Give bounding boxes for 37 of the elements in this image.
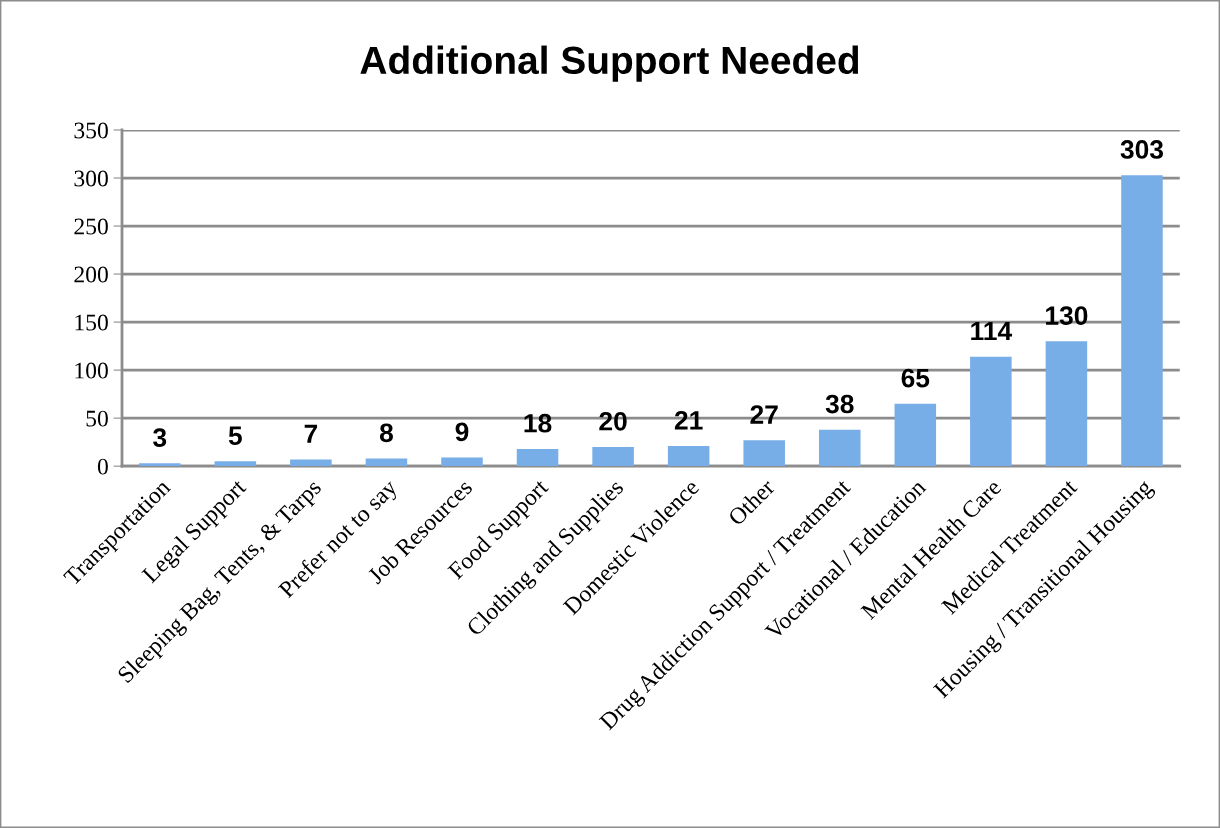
data-label: 20 xyxy=(599,411,627,431)
data-label: 18 xyxy=(524,413,552,433)
data-label: 27 xyxy=(750,405,778,424)
bar xyxy=(970,356,1012,467)
bar xyxy=(592,446,634,467)
y-tick-label: 50 xyxy=(86,410,108,427)
bar xyxy=(214,461,257,467)
data-label: 8 xyxy=(379,423,393,443)
bar xyxy=(1045,341,1088,467)
chart-title: Additional Support Needed xyxy=(360,45,859,82)
bar xyxy=(365,458,408,467)
y-tick-label: 250 xyxy=(74,218,108,235)
data-label: 5 xyxy=(228,426,242,446)
y-tick-label: 100 xyxy=(75,362,108,379)
bar xyxy=(743,440,785,467)
bar xyxy=(667,445,710,467)
y-tick-label: 300 xyxy=(74,170,108,187)
data-label: 130 xyxy=(1046,306,1088,326)
bar xyxy=(1121,175,1163,467)
y-tick-label: 200 xyxy=(74,266,108,283)
bar xyxy=(290,459,332,467)
bar xyxy=(894,403,937,467)
y-tick-label: 150 xyxy=(75,314,108,331)
bar xyxy=(441,457,483,467)
bar xyxy=(139,463,181,467)
y-tick-label: 0 xyxy=(97,458,108,475)
y-tick-label: 350 xyxy=(74,122,108,139)
bar xyxy=(818,429,861,467)
data-label: 9 xyxy=(455,422,469,442)
data-label: 7 xyxy=(304,424,318,443)
bar xyxy=(516,448,559,467)
data-label: 114 xyxy=(971,321,1013,341)
data-label: 65 xyxy=(901,368,930,388)
data-label: 21 xyxy=(674,410,703,430)
data-label: 38 xyxy=(825,394,854,414)
data-label: 3 xyxy=(153,428,167,447)
data-label: 303 xyxy=(1120,140,1164,159)
